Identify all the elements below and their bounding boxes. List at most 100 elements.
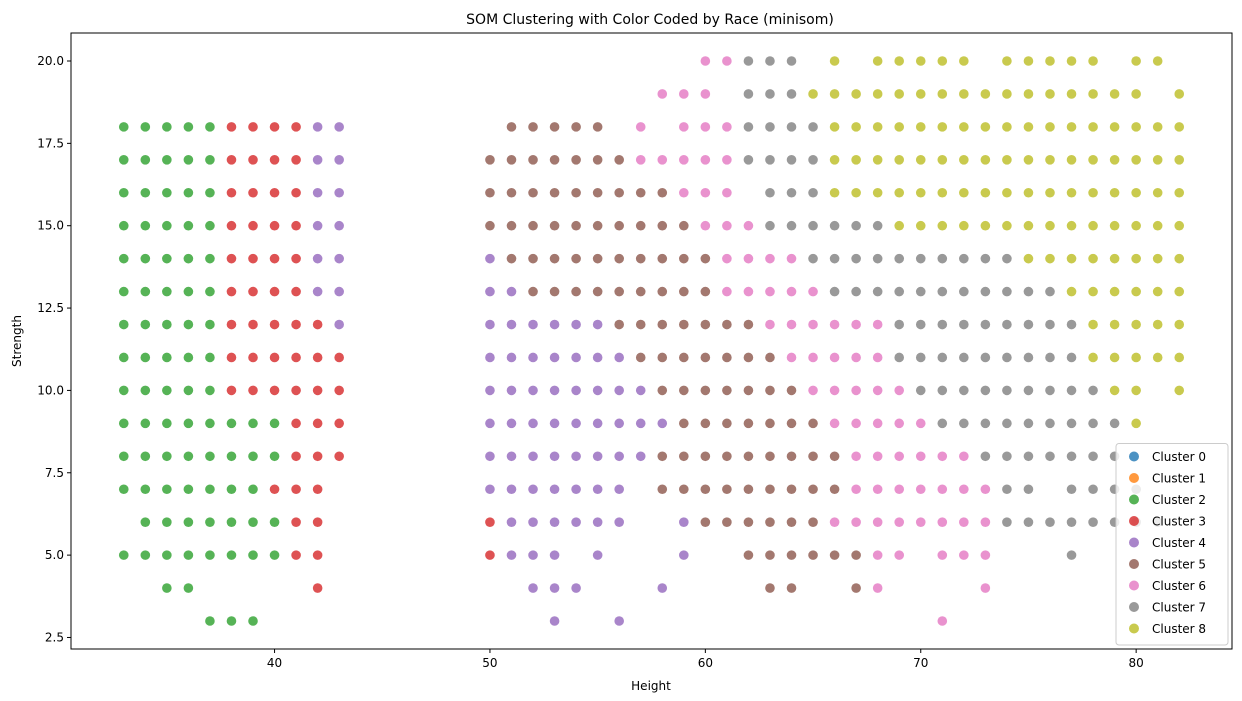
cluster-5-point [829, 451, 840, 462]
cluster-5-point [657, 385, 668, 396]
legend-label: Cluster 1 [1152, 472, 1206, 486]
cluster-7-point [743, 56, 754, 66]
cluster-4-point [592, 385, 603, 396]
cluster-2-point [226, 550, 237, 560]
cluster-2-point [183, 319, 194, 330]
cluster-4-point [485, 451, 495, 462]
cluster-6-point [786, 319, 797, 330]
cluster-8-point [1131, 286, 1141, 297]
cluster-5-point [765, 385, 775, 396]
cluster-7-point [1002, 352, 1012, 363]
cluster-4-point [334, 187, 344, 198]
cluster-3-point [269, 484, 280, 495]
cluster-6-point [980, 583, 991, 593]
cluster-8-point [1088, 122, 1098, 132]
cluster-2-point [183, 484, 194, 495]
cluster-4-point [571, 385, 581, 396]
cluster-6-point [657, 155, 668, 165]
cluster-6-point [722, 122, 732, 132]
cluster-5-point [679, 352, 689, 363]
cluster-2-point [162, 418, 172, 429]
cluster-7-point [1109, 418, 1120, 429]
cluster-4-point [592, 352, 603, 363]
cluster-8-point [1174, 319, 1185, 330]
cluster-3-point [312, 550, 323, 560]
cluster-3-point [226, 155, 237, 165]
cluster-5-point [506, 122, 517, 132]
y-tick-label: 15.0 [37, 219, 64, 233]
cluster-3-point [312, 484, 323, 495]
cluster-6-point [657, 89, 668, 99]
cluster-6-point [872, 550, 883, 560]
cluster-4-point [528, 484, 538, 495]
y-tick-label: 12.5 [37, 301, 64, 315]
cluster-7-point [1088, 451, 1098, 462]
cluster-8-point [1109, 187, 1120, 198]
cluster-8-point [1109, 286, 1120, 297]
cluster-2-point [205, 155, 215, 165]
cluster-2-point [140, 385, 151, 396]
cluster-4-point [334, 286, 344, 297]
cluster-5-point [851, 583, 861, 593]
cluster-3-point [269, 220, 280, 231]
cluster-5-point [786, 451, 797, 462]
cluster-2-point [162, 517, 172, 527]
cluster-5-point [528, 122, 538, 132]
cluster-5-point [571, 187, 581, 198]
points-layer [118, 56, 1185, 626]
cluster-3-point [334, 451, 344, 462]
cluster-4-point [657, 583, 668, 593]
cluster-8-point [1002, 122, 1012, 132]
cluster-7-point [872, 253, 883, 264]
cluster-2-point [118, 286, 129, 297]
cluster-8-point [937, 155, 948, 165]
cluster-8-point [1066, 253, 1077, 264]
cluster-5-point [657, 220, 668, 231]
legend-marker [1129, 623, 1139, 634]
cluster-5-point [808, 418, 818, 429]
cluster-5-point [549, 286, 560, 297]
cluster-8-point [1045, 220, 1055, 231]
cluster-2-point [205, 451, 215, 462]
cluster-8-point [872, 122, 883, 132]
cluster-8-point [915, 220, 926, 231]
cluster-7-point [1045, 418, 1055, 429]
cluster-8-point [1066, 56, 1077, 66]
cluster-3-point [226, 253, 237, 264]
cluster-8-point [1023, 253, 1034, 264]
cluster-6-point [851, 451, 861, 462]
cluster-2-point [226, 451, 237, 462]
cluster-5-point [700, 286, 711, 297]
y-axis-label: Strength [10, 315, 24, 367]
cluster-8-point [1131, 220, 1141, 231]
cluster-8-point [1109, 220, 1120, 231]
cluster-5-point [743, 517, 754, 527]
cluster-7-point [1002, 418, 1012, 429]
cluster-5-point [614, 187, 624, 198]
cluster-7-point [1002, 484, 1012, 495]
cluster-3-point [485, 550, 495, 560]
cluster-4-point [549, 385, 560, 396]
cluster-5-point [679, 451, 689, 462]
cluster-8-point [1023, 89, 1034, 99]
cluster-8-point [894, 89, 905, 99]
cluster-7-point [765, 56, 775, 66]
cluster-3-point [269, 286, 280, 297]
cluster-5-point [700, 451, 711, 462]
y-tick-label: 20.0 [37, 54, 64, 68]
cluster-5-point [743, 385, 754, 396]
cluster-5-point [614, 319, 624, 330]
cluster-7-point [1045, 319, 1055, 330]
cluster-2-point [118, 187, 129, 198]
cluster-3-point [226, 286, 237, 297]
cluster-7-point [959, 385, 969, 396]
cluster-8-point [980, 220, 991, 231]
cluster-7-point [1066, 550, 1077, 560]
cluster-3-point [334, 385, 344, 396]
cluster-6-point [980, 550, 991, 560]
cluster-5-point [743, 319, 754, 330]
cluster-7-point [1066, 352, 1077, 363]
cluster-5-point [657, 187, 668, 198]
cluster-7-point [808, 155, 818, 165]
cluster-5-point [528, 253, 538, 264]
